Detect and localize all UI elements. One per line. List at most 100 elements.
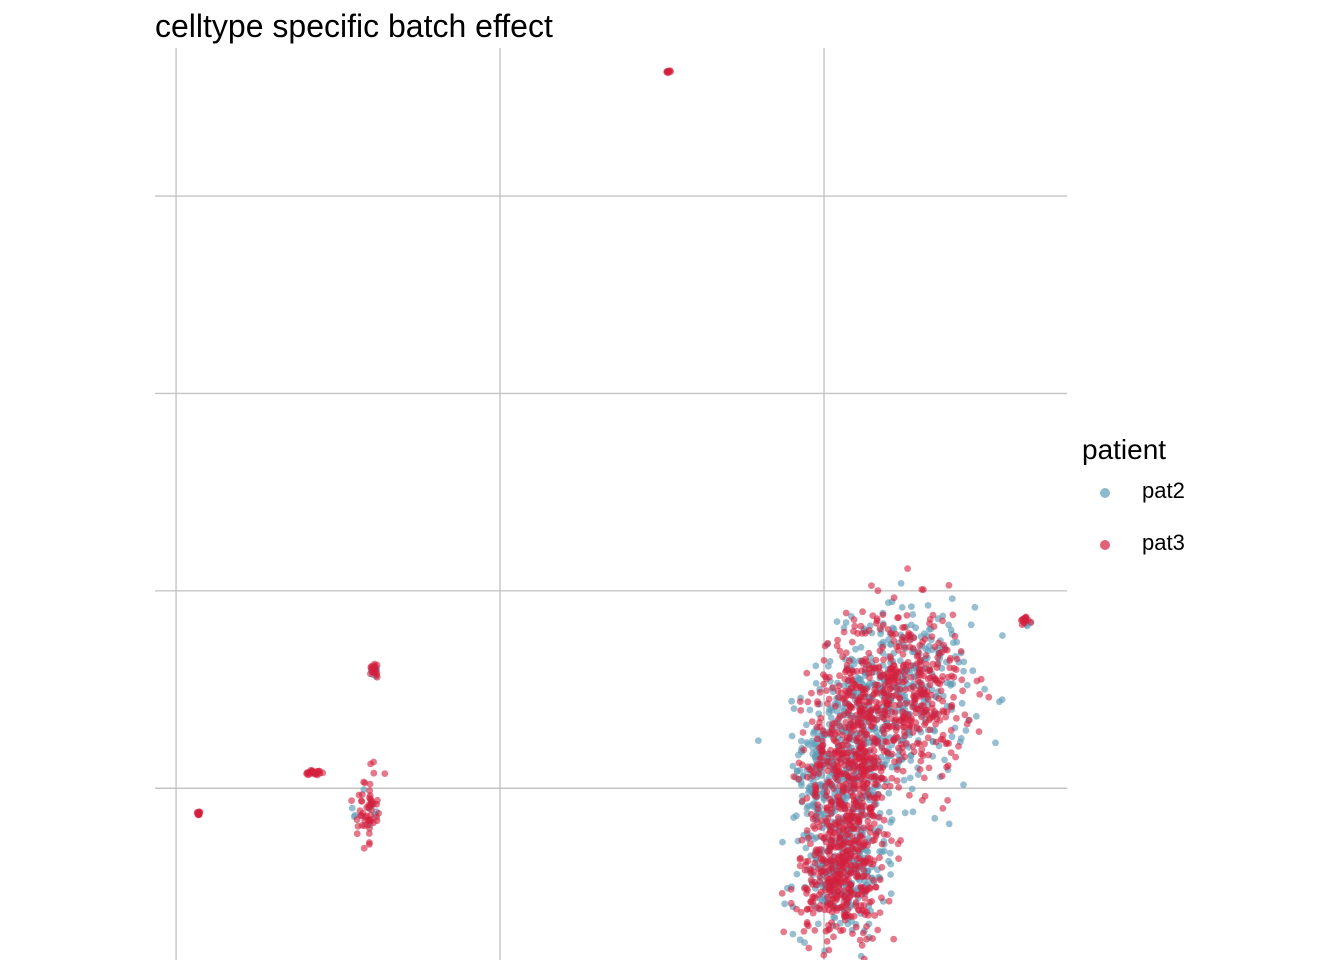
point-pat3 bbox=[939, 697, 947, 705]
point-pat3 bbox=[840, 711, 848, 718]
point-pat3 bbox=[810, 893, 818, 900]
point-pat3 bbox=[903, 612, 911, 619]
point-pat3 bbox=[880, 816, 888, 824]
point-pat3 bbox=[837, 842, 844, 850]
point-pat3 bbox=[904, 565, 911, 572]
point-pat3 bbox=[866, 828, 874, 836]
point-pat3 bbox=[814, 700, 822, 708]
point-pat3 bbox=[869, 837, 876, 845]
point-pat3 bbox=[857, 729, 865, 737]
point-pat3 bbox=[868, 669, 876, 677]
point-pat3 bbox=[860, 824, 867, 832]
point-pat3 bbox=[803, 669, 811, 677]
point-pat2 bbox=[793, 812, 800, 820]
point-pat3 bbox=[368, 662, 376, 670]
point-pat3 bbox=[805, 944, 813, 952]
point-pat3 bbox=[959, 687, 966, 695]
point-pat2 bbox=[960, 781, 967, 789]
point-pat3 bbox=[818, 868, 825, 876]
point-pat2 bbox=[884, 599, 892, 607]
point-pat3 bbox=[843, 786, 851, 794]
point-pat3 bbox=[840, 628, 848, 636]
point-pat3 bbox=[872, 656, 880, 664]
point-pat2 bbox=[963, 681, 971, 689]
point-pat2 bbox=[909, 611, 917, 618]
point-pat2 bbox=[907, 757, 915, 764]
point-pat2 bbox=[852, 645, 859, 653]
point-pat3 bbox=[899, 650, 907, 658]
point-pat3 bbox=[796, 698, 804, 705]
point-pat3 bbox=[817, 888, 825, 896]
point-pat3 bbox=[872, 781, 880, 788]
point-pat3 bbox=[813, 904, 820, 912]
legend-entry-pat2: pat2 bbox=[1082, 472, 1185, 518]
point-pat3 bbox=[863, 763, 870, 771]
point-pat2 bbox=[920, 630, 928, 637]
point-pat3 bbox=[942, 713, 949, 721]
point-pat3 bbox=[860, 867, 868, 874]
point-pat3 bbox=[888, 750, 896, 758]
point-pat3 bbox=[856, 706, 863, 714]
point-pat3 bbox=[947, 749, 955, 756]
point-pat3 bbox=[850, 616, 858, 624]
point-pat3 bbox=[943, 739, 951, 747]
point-pat2 bbox=[812, 662, 820, 670]
point-pat3 bbox=[363, 812, 370, 820]
point-pat3 bbox=[863, 908, 870, 916]
point-pat3 bbox=[893, 685, 901, 692]
point-pat3 bbox=[975, 728, 983, 735]
point-pat2 bbox=[960, 658, 968, 666]
point-pat3 bbox=[880, 775, 888, 783]
chart-title: celltype specific batch effect bbox=[155, 8, 553, 44]
point-pat2 bbox=[803, 804, 811, 812]
point-pat3 bbox=[841, 912, 849, 920]
point-pat3 bbox=[863, 935, 870, 943]
point-pat3 bbox=[891, 717, 899, 724]
grid-lines bbox=[155, 48, 1067, 960]
point-pat3 bbox=[797, 707, 805, 714]
point-pat3 bbox=[854, 629, 862, 637]
point-pat2 bbox=[885, 636, 892, 644]
point-pat3 bbox=[845, 854, 853, 862]
point-pat2 bbox=[992, 739, 999, 747]
point-pat3 bbox=[850, 825, 858, 833]
point-pat3 bbox=[878, 794, 886, 801]
point-pat3 bbox=[932, 720, 939, 728]
point-pat3 bbox=[366, 794, 373, 802]
point-pat3 bbox=[816, 761, 823, 769]
point-pat3 bbox=[918, 681, 926, 689]
point-pat3 bbox=[953, 714, 960, 722]
point-pat3 bbox=[381, 770, 389, 777]
point-pat3 bbox=[952, 666, 960, 673]
point-pat3 bbox=[832, 702, 839, 710]
point-pat3 bbox=[855, 785, 862, 793]
point-pat3 bbox=[922, 652, 930, 659]
point-pat3 bbox=[847, 684, 855, 692]
point-pat2 bbox=[797, 737, 805, 745]
point-pat3 bbox=[842, 780, 850, 788]
point-pat3 bbox=[367, 817, 375, 825]
point-pat3 bbox=[907, 717, 915, 724]
point-pat3 bbox=[370, 769, 378, 777]
point-pat2 bbox=[901, 809, 909, 817]
legend-label-pat3: pat3 bbox=[1142, 530, 1185, 555]
point-pat3 bbox=[800, 746, 808, 754]
point-pat3 bbox=[828, 864, 836, 871]
point-pat3 bbox=[872, 883, 880, 891]
point-pat2 bbox=[876, 848, 883, 855]
point-pat3 bbox=[358, 791, 366, 798]
point-pat3 bbox=[303, 770, 310, 777]
point-pat3 bbox=[918, 746, 926, 753]
point-pat3 bbox=[914, 676, 922, 684]
point-pat3 bbox=[373, 817, 381, 825]
point-pat2 bbox=[973, 712, 980, 720]
point-pat3 bbox=[961, 711, 969, 719]
point-pat3 bbox=[886, 782, 894, 790]
point-pat3 bbox=[885, 897, 893, 905]
point-pat3 bbox=[907, 662, 915, 669]
point-pat2 bbox=[909, 808, 917, 816]
legend-entry-pat3: pat3 bbox=[1082, 524, 1185, 570]
point-pat3 bbox=[845, 884, 852, 892]
point-pat3 bbox=[916, 766, 924, 773]
point-pat3 bbox=[890, 661, 897, 669]
